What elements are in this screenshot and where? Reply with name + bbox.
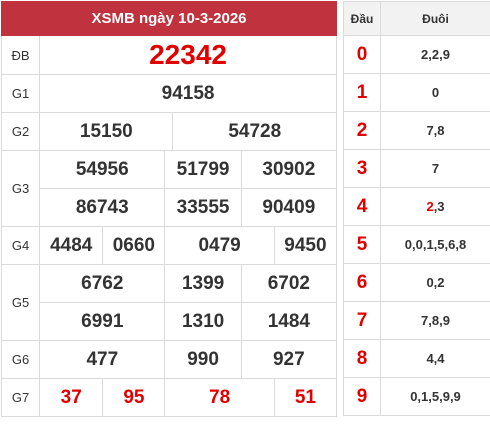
loto-tail: 0,1,5,9,9 xyxy=(380,377,490,416)
loto-row: 7 7,8,9 xyxy=(343,301,490,340)
prize-number: 1399 xyxy=(164,264,242,303)
prize-number: 54728 xyxy=(172,112,337,151)
prize-number: 1310 xyxy=(164,302,242,341)
loto-tail: 2,2,9 xyxy=(380,35,490,74)
prize-number: 30902 xyxy=(240,150,338,189)
prize-number: 78 xyxy=(164,378,275,417)
loto-row: 1 0 xyxy=(343,73,490,112)
prize-number: 51799 xyxy=(164,150,242,189)
loto-head: 2 xyxy=(343,111,381,150)
special-prize-number: 22342 xyxy=(39,35,337,75)
loto-table: Đầu Đuôi 0 2,2,9 1 0 2 7,8 3 7 4 2,3 5 0… xyxy=(343,1,490,416)
prize-number: 95 xyxy=(102,378,166,417)
prize-row-g3: G3 54956 51799 30902 xyxy=(0,150,338,227)
prize-number: 6762 xyxy=(39,264,166,303)
results-table: XSMB ngày 10-3-2026 ĐB 22342 G1 94158 G2… xyxy=(0,1,338,417)
prize-row-g2: G2 15150 54728 xyxy=(0,112,337,151)
prize-number: 1484 xyxy=(240,302,338,341)
loto-tail-header: Đuôi xyxy=(380,1,490,36)
loto-row: 2 7,8 xyxy=(343,111,490,150)
loto-row: 9 0,1,5,9,9 xyxy=(343,377,490,416)
prize-number: 927 xyxy=(240,340,338,379)
loto-head: 9 xyxy=(343,377,381,416)
loto-tail: 7,8 xyxy=(380,111,490,150)
prize-label-g7: G7 xyxy=(0,378,41,417)
prize-number: 86743 xyxy=(39,188,166,227)
prize-number: 94158 xyxy=(39,74,337,113)
loto-row: 0 2,2,9 xyxy=(343,35,490,74)
loto-row: 4 2,3 xyxy=(343,187,490,226)
prize-number: 6702 xyxy=(240,264,338,303)
loto-tail: 7 xyxy=(380,149,490,188)
loto-head: 1 xyxy=(343,73,381,112)
prize-number: 15150 xyxy=(39,112,174,151)
prize-label-g1: G1 xyxy=(0,74,41,113)
results-title: XSMB ngày 10-3-2026 xyxy=(1,1,337,36)
prize-label-db: ĐB xyxy=(0,35,41,75)
loto-head-header: Đầu xyxy=(343,1,381,36)
loto-head: 0 xyxy=(343,35,381,74)
prize-row-g5: G5 6762 1399 6702 xyxy=(0,264,338,341)
prize-row-g6: G6 477 990 927 xyxy=(0,340,338,379)
prize-label-g3: G3 xyxy=(0,150,41,227)
loto-tail-rest: ,3 xyxy=(433,199,445,214)
loto-head: 5 xyxy=(343,225,381,264)
prize-row-g7: G7 37 95 78 51 xyxy=(0,378,338,417)
prize-number: 0479 xyxy=(164,226,275,265)
loto-tail: 2,3 xyxy=(380,187,490,226)
loto-tail: 7,8,9 xyxy=(380,301,490,340)
prize-number: 0660 xyxy=(102,226,166,265)
prize-number: 6991 xyxy=(39,302,166,341)
loto-head: 7 xyxy=(343,301,381,340)
loto-head: 3 xyxy=(343,149,381,188)
loto-tail: 0 xyxy=(380,73,490,112)
prize-number: 90409 xyxy=(240,188,338,227)
loto-tail-highlight: 2 xyxy=(426,199,434,214)
prize-number: 54956 xyxy=(39,150,166,189)
prize-row-g5-2: 6991 1310 1484 xyxy=(2,302,338,341)
prize-row-g4: G4 4484 0660 0479 9450 xyxy=(0,226,338,265)
prize-label-g4: G4 xyxy=(0,226,41,265)
prize-number: 990 xyxy=(164,340,242,379)
loto-row: 6 0,2 xyxy=(343,263,490,302)
loto-head: 6 xyxy=(343,263,381,302)
prize-label-g5: G5 xyxy=(0,264,41,341)
loto-head: 8 xyxy=(343,339,381,378)
prize-number: 4484 xyxy=(39,226,104,265)
prize-number: 37 xyxy=(39,378,104,417)
prize-number: 51 xyxy=(273,378,338,417)
prize-label-g6: G6 xyxy=(0,340,41,379)
prize-number: 33555 xyxy=(164,188,242,227)
loto-row: 8 4,4 xyxy=(343,339,490,378)
loto-row: 3 7 xyxy=(343,149,490,188)
prize-row-g3-2: 86743 33555 90409 xyxy=(2,188,338,227)
prize-number: 477 xyxy=(39,340,166,379)
prize-row-db: ĐB 22342 xyxy=(0,35,337,75)
loto-tail: 0,2 xyxy=(380,263,490,302)
loto-row: 5 0,0,1,5,6,8 xyxy=(343,225,490,264)
prize-row-g1: G1 94158 xyxy=(0,74,337,113)
prize-number: 9450 xyxy=(273,226,338,265)
loto-tail: 4,4 xyxy=(380,339,490,378)
loto-tail: 0,0,1,5,6,8 xyxy=(380,225,490,264)
loto-head: 4 xyxy=(343,187,381,226)
prize-label-g2: G2 xyxy=(0,112,41,151)
